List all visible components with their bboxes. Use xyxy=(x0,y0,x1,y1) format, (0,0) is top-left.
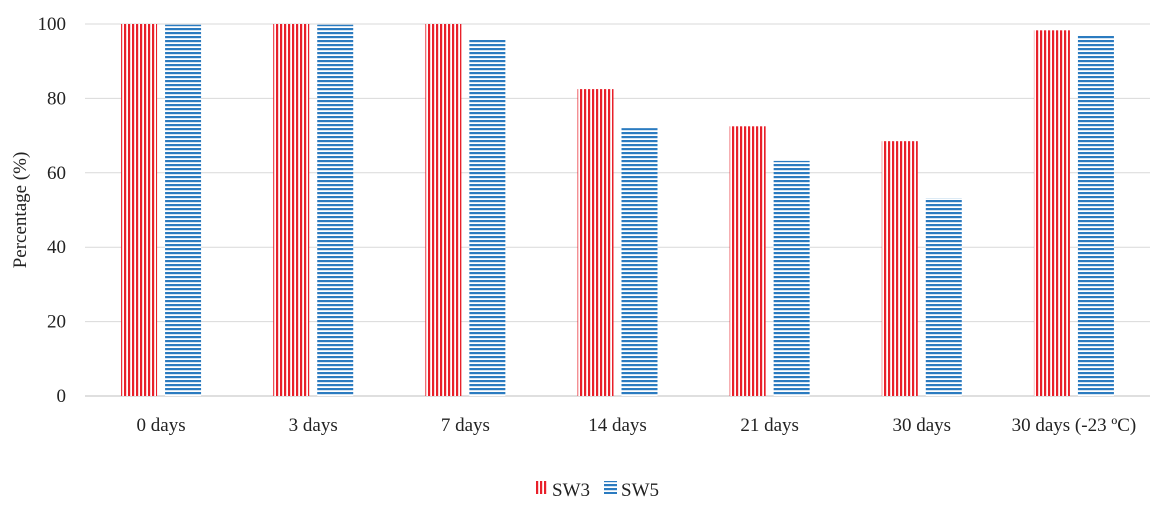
legend-label-sw3: SW3 xyxy=(552,480,590,501)
x-axis-ticks: 0 days 3 days 7 days 14 days 21 days 30 days 3… xyxy=(137,415,1137,436)
bars xyxy=(121,24,1114,397)
bar-sw5-1 xyxy=(317,24,354,397)
y-tick-label: 60 xyxy=(47,163,66,184)
bar-sw3-0 xyxy=(121,24,158,396)
gridlines xyxy=(85,23,1150,397)
bar-sw3-3 xyxy=(577,89,614,396)
x-tick-label: 7 days xyxy=(441,415,490,436)
bar-sw3-1 xyxy=(273,24,310,396)
x-tick-label: 30 days (-23 ºC) xyxy=(1012,415,1137,436)
bar-sw5-4 xyxy=(773,160,810,396)
bar-sw5-2 xyxy=(469,38,506,396)
bar-sw5-5 xyxy=(925,198,962,396)
x-tick-label: 3 days xyxy=(289,415,338,436)
bar-sw5-6 xyxy=(1077,35,1114,397)
y-axis-title: Percentage (%) xyxy=(10,152,31,269)
y-tick-label: 100 xyxy=(38,14,67,35)
bar-sw3-4 xyxy=(729,126,766,397)
legend-swatch-sw3 xyxy=(535,481,548,494)
legend-label-sw5: SW5 xyxy=(621,480,659,501)
x-tick-label: 0 days xyxy=(137,415,186,436)
y-tick-label: 40 xyxy=(47,237,66,258)
y-tick-label: 20 xyxy=(47,312,66,333)
legend: SW3 SW5 xyxy=(535,480,659,501)
bar-sw3-5 xyxy=(881,141,918,396)
bar-sw5-3 xyxy=(621,128,658,396)
bar-sw3-6 xyxy=(1033,30,1070,396)
y-tick-label: 80 xyxy=(47,88,66,109)
legend-swatch-sw5 xyxy=(604,481,617,494)
y-axis-ticks: 0 20 40 60 80 100 xyxy=(38,14,67,407)
x-tick-label: 21 days xyxy=(740,415,799,436)
x-tick-label: 14 days xyxy=(588,415,647,436)
x-tick-label: 30 days xyxy=(892,415,951,436)
bar-sw5-0 xyxy=(165,24,202,397)
bar-sw3-2 xyxy=(425,24,462,396)
y-tick-label: 0 xyxy=(57,386,67,407)
